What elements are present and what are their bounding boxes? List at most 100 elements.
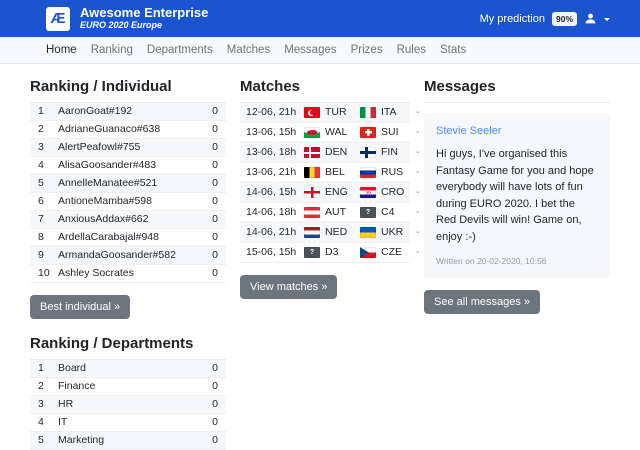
team-flag-icon <box>360 147 376 158</box>
away-team: RUS <box>360 167 416 178</box>
messages-section: Messages Stevie Seeler Hi guys, I've org… <box>424 74 610 314</box>
my-prediction-link[interactable]: My prediction <box>479 12 545 25</box>
department-name: Marketing <box>58 434 105 446</box>
home-team: ENG <box>304 187 360 198</box>
rank-number: 8 <box>38 231 44 243</box>
nav-item-messages[interactable]: Messages <box>284 44 337 56</box>
nav-item-stats[interactable]: Stats <box>439 44 467 56</box>
player-score: 0 <box>212 123 218 135</box>
match-time: 14-06, 18h <box>246 206 297 218</box>
app-header: Æ Awesome Enterprise EURO 2020 Europe My… <box>0 0 640 37</box>
home-team: TUR <box>304 107 360 118</box>
away-team: FIN <box>360 147 416 158</box>
player-name: AnnelleManatee#521 <box>58 177 158 189</box>
nav-item-home[interactable]: Home <box>46 44 77 56</box>
player-name: AlertPeafowl#755 <box>58 141 141 153</box>
team-code: D3 <box>325 246 339 258</box>
app-title: Awesome Enterprise <box>80 4 209 20</box>
team-code: TUR <box>325 106 347 118</box>
department-name: IT <box>58 416 68 428</box>
message-written-date: Written on 20-02-2020, 10:56 <box>436 256 547 266</box>
main-content: Ranking / Individual 1 AaronGoat#192 0 2… <box>0 64 640 450</box>
message-author-link[interactable]: Stevie Seeler <box>436 125 502 137</box>
match-row: 12-06, 21h TUR ITA - <box>240 103 420 123</box>
nav-item-departments[interactable]: Departments <box>146 44 213 56</box>
nav-item-rules[interactable]: Rules <box>396 44 426 56</box>
department-row: 4 IT 0 <box>30 414 226 432</box>
see-all-messages-button[interactable]: See all messages » <box>424 290 540 314</box>
team-code: BEL <box>325 166 345 178</box>
player-name: ArmandaGoosander#582 <box>58 249 176 261</box>
away-team: C4 <box>360 207 416 218</box>
home-team: WAL <box>304 127 360 138</box>
matches-title: Matches <box>240 78 410 103</box>
team-flag-icon <box>304 187 320 198</box>
caret-down-icon[interactable] <box>604 17 610 24</box>
team-flag-icon <box>304 227 320 238</box>
rank-number: 10 <box>38 267 50 279</box>
player-name: AdrianeGuanaco#638 <box>58 123 161 135</box>
rank-number: 4 <box>38 416 44 428</box>
department-name: Finance <box>58 380 96 392</box>
department-name: Board <box>58 362 87 374</box>
home-team: DEN <box>304 147 360 158</box>
ranking-departments-list: 1 Board 0 2 Finance 0 3 HR 0 4 IT 0 5 Ma <box>30 360 226 450</box>
ranking-individual-title: Ranking / Individual <box>30 78 226 103</box>
team-code: C4 <box>381 206 395 218</box>
match-time: 13-06, 21h <box>246 166 297 178</box>
app-logo[interactable]: Æ <box>46 6 70 31</box>
home-team: D3 <box>304 247 360 258</box>
app-titles: Awesome Enterprise EURO 2020 Europe <box>80 4 209 31</box>
messages-list: Stevie Seeler Hi guys, I've organised th… <box>424 103 610 314</box>
match-row: 14-06, 21h NED UKR - <box>240 223 420 243</box>
rank-number: 7 <box>38 213 44 225</box>
view-matches-button[interactable]: View matches » <box>240 275 338 299</box>
away-team: UKR <box>360 227 416 238</box>
matches-list: 12-06, 21h TUR ITA - 13-06, 15h WAL SUI … <box>240 103 420 263</box>
ranking-departments-title: Ranking / Departments <box>30 335 226 360</box>
team-flag-icon <box>360 127 376 138</box>
ranking-row: 8 ArdellaCarabajal#948 0 <box>30 229 226 247</box>
rank-number: 2 <box>38 380 44 392</box>
match-score: - <box>416 106 420 118</box>
match-row: 13-06, 21h BEL RUS - <box>240 163 420 183</box>
nav-item-ranking[interactable]: Ranking <box>90 44 133 56</box>
nav-item-matches[interactable]: Matches <box>226 44 271 56</box>
rank-number: 1 <box>38 362 44 374</box>
rank-number: 9 <box>38 249 44 261</box>
team-code: AUT <box>325 206 346 218</box>
department-score: 0 <box>212 416 218 428</box>
rank-number: 5 <box>38 434 44 446</box>
department-row: 3 HR 0 <box>30 396 226 414</box>
match-score: - <box>416 126 420 138</box>
team-flag-icon <box>304 127 320 138</box>
matches-section: Matches 12-06, 21h TUR ITA - 13-06, 15h … <box>240 74 420 299</box>
ranking-row: 3 AlertPeafowl#755 0 <box>30 139 226 157</box>
team-flag-icon <box>304 167 320 178</box>
team-flag-icon <box>360 247 376 258</box>
team-flag-icon <box>304 107 320 118</box>
message-card: Stevie Seeler Hi guys, I've organised th… <box>424 113 610 278</box>
team-flag-icon <box>360 107 376 118</box>
team-flag-icon <box>304 247 320 258</box>
header-right: My prediction 90% <box>479 11 610 26</box>
ranking-row: 10 Ashley Socrates 0 <box>30 265 226 283</box>
department-row: 2 Finance 0 <box>30 378 226 396</box>
best-individual-button[interactable]: Best individual » <box>30 295 131 319</box>
home-team: AUT <box>304 207 360 218</box>
department-row: 1 Board 0 <box>30 360 226 378</box>
ranking-row: 9 ArmandaGoosander#582 0 <box>30 247 226 265</box>
user-icon[interactable] <box>584 12 597 25</box>
player-score: 0 <box>212 195 218 207</box>
team-code: ENG <box>325 186 348 198</box>
messages-title: Messages <box>424 78 610 103</box>
player-score: 0 <box>212 249 218 261</box>
player-name: ArdellaCarabajal#948 <box>58 231 159 243</box>
match-time: 14-06, 21h <box>246 226 297 238</box>
nav-item-prizes[interactable]: Prizes <box>350 44 383 56</box>
rank-number: 6 <box>38 195 44 207</box>
department-score: 0 <box>212 434 218 446</box>
department-score: 0 <box>212 362 218 374</box>
department-name: HR <box>58 398 74 410</box>
logo-monogram: Æ <box>50 10 66 27</box>
